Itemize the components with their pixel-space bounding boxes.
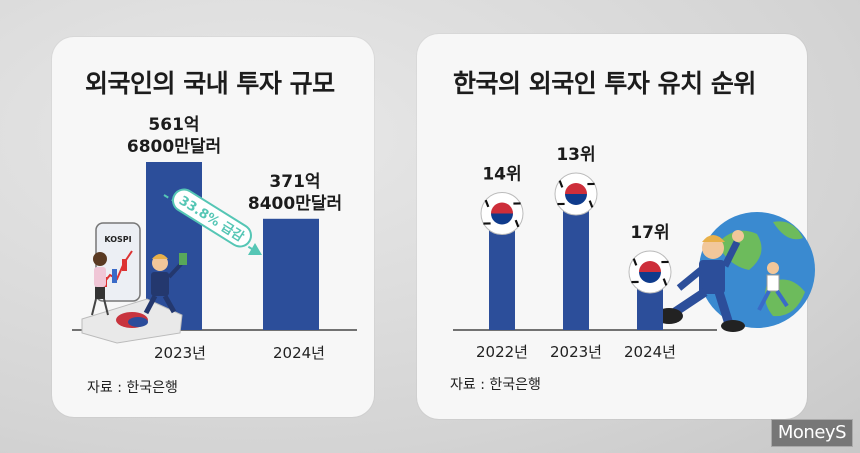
rank-value-label: 13위: [556, 145, 595, 165]
investment-size-card: 외국인의 국내 투자 규모 561억 6800만달러 2023년 371억 8400만달…: [52, 37, 374, 417]
right-source: 자료 : 한국은행: [450, 377, 541, 393]
year-tick-label: 2024년: [624, 343, 676, 361]
kospi-phone-illustration: KOSPI: [95, 222, 141, 302]
globe-illustration: [699, 212, 815, 328]
investor-man-illustration: [143, 253, 187, 315]
flag-platform-illustration: [81, 298, 183, 344]
year-tick-label: 2022년: [476, 343, 528, 361]
korea-flag-icon: [628, 250, 672, 294]
investment-rank-chart: 14위 2022년 13위 2023년 17위 2024년: [453, 145, 815, 361]
investor-woman-illustration: [91, 252, 109, 316]
investment-value-label: 561억: [148, 115, 199, 135]
korea-flag-icon: [554, 172, 598, 216]
korea-flag-icon: [480, 192, 524, 235]
kospi-label: KOSPI: [104, 235, 131, 244]
running-man-small-illustration: [757, 262, 789, 311]
year-tick-label: 2023년: [550, 343, 602, 361]
investment-bar-2024년: [263, 218, 319, 330]
rank-value-label: 17위: [630, 223, 669, 243]
running-businessman-illustration: [655, 230, 745, 332]
decline-annotation: [163, 194, 262, 255]
investment-rank-card: 한국의 외국인 투자 유치 순위 14위 2022: [417, 34, 815, 419]
left-source: 자료 : 한국은행: [87, 380, 178, 396]
investment-value-label: 8400만달러: [248, 193, 342, 214]
moneys-watermark: MoneyS: [770, 419, 853, 447]
year-tick-label: 2024년: [273, 344, 325, 362]
left-chart-title: 외국인의 국내 투자 규모: [85, 69, 335, 98]
investment-value-label: 371억: [269, 172, 320, 192]
year-tick-label: 2023년: [154, 344, 206, 362]
rank-bar-2023년: [563, 194, 589, 330]
investment-value-label: 6800만달러: [127, 136, 221, 157]
right-chart-title: 한국의 외국인 투자 유치 순위: [453, 69, 756, 98]
rank-value-label: 14위: [482, 165, 521, 185]
investment-bar-2023년: [146, 162, 202, 330]
